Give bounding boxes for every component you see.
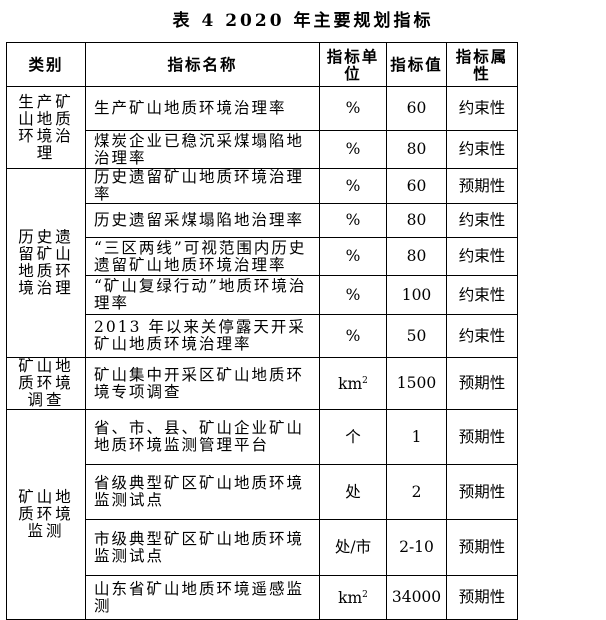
indicator-unit: % xyxy=(319,275,387,315)
header-name: 指标名称 xyxy=(85,42,320,87)
indicator-name: 生产矿山地质环境治理率 xyxy=(85,86,320,131)
indicator-unit: 个 xyxy=(319,409,387,465)
header-unit: 指标单位 xyxy=(319,42,387,87)
table-row: 历史遗留矿山地质环境治理 历史遗留矿山地质环境治理率% 60 预期性 xyxy=(6,168,518,358)
indicator-value: 1500 xyxy=(386,357,447,410)
indicator-name: “矿山复绿行动”地质环境治理率 xyxy=(85,275,320,315)
table-row: 矿山地质环境调查 矿山集中开采区矿山地质环境专项调查 km2 1500 预期性 xyxy=(6,357,518,410)
indicator-name: 市级典型矿区矿山地质环境监测试点 xyxy=(85,519,320,576)
indicator-attribute: 约束性 xyxy=(446,314,518,358)
category-cell: 生产矿山地质环境治理 xyxy=(6,86,86,169)
indicator-unit: % xyxy=(319,168,387,204)
indicator-attribute: 约束性 xyxy=(446,275,518,315)
indicator-value: 80 xyxy=(386,203,447,238)
indicator-value: 1 xyxy=(386,409,447,465)
table-row: 2013 年以来关停露天开采矿山地质环境治理率% 50 约束性 xyxy=(7,314,518,358)
table-row: 生产矿山地质环境治理 生产矿山地质环境治理率% 60 约束性 xyxy=(6,86,518,169)
category-cell: 矿山地质环境监测 xyxy=(6,409,86,620)
indicator-attribute: 约束性 xyxy=(446,237,518,276)
indicator-unit: km2 xyxy=(319,575,387,620)
header-category: 类别 xyxy=(6,42,86,87)
indicator-value: 34000 xyxy=(386,575,447,620)
planning-indicators-table: 类别 指标名称 指标单位 指标值 指标属性 生产矿山地质环境治理 生产矿山地质环境… xyxy=(6,42,518,620)
indicator-value: 50 xyxy=(386,314,447,358)
indicator-unit: % xyxy=(319,86,387,131)
table-row: 煤炭企业已稳沉采煤塌陷地治理率% 80 约束性 xyxy=(7,130,518,169)
table-row: “矿山复绿行动”地质环境治理率% 100 约束性 xyxy=(7,275,518,315)
category-cell: 矿山地质环境调查 xyxy=(6,357,86,410)
indicator-attribute: 预期性 xyxy=(446,409,518,465)
unit-superscript: 2 xyxy=(362,376,368,387)
indicator-unit: % xyxy=(319,203,387,238)
indicator-value: 80 xyxy=(386,130,447,169)
indicator-attribute: 预期性 xyxy=(446,519,518,576)
indicator-attribute: 预期性 xyxy=(446,168,518,204)
indicator-value: 2-10 xyxy=(386,519,447,576)
indicator-name: 历史遗留采煤塌陷地治理率 xyxy=(85,203,320,238)
indicator-unit: 处 xyxy=(319,464,387,520)
indicator-attribute: 预期性 xyxy=(446,357,518,410)
indicator-attribute: 约束性 xyxy=(446,203,518,238)
indicator-name: 省、市、县、矿山企业矿山地质环境监测管理平台 xyxy=(85,409,320,465)
indicator-name: 历史遗留矿山地质环境治理率 xyxy=(85,168,320,204)
header-value: 指标值 xyxy=(386,42,447,87)
table-row: 市级典型矿区矿山地质环境监测试点 处/市 2-10 预期性 xyxy=(7,519,518,576)
indicator-value: 60 xyxy=(386,168,447,204)
indicator-name: 山东省矿山地质环境遥感监测 xyxy=(85,575,320,620)
table-row: 省级典型矿区矿山地质环境监测试点处 2 预期性 xyxy=(7,464,518,520)
indicator-attribute: 约束性 xyxy=(446,130,518,169)
indicator-attribute: 预期性 xyxy=(446,575,518,620)
header-attr: 指标属性 xyxy=(446,42,518,87)
indicator-name: 2013 年以来关停露天开采矿山地质环境治理率 xyxy=(85,314,320,358)
unit-text: km xyxy=(338,589,363,608)
indicator-unit: % xyxy=(319,130,387,169)
indicator-unit: 处/市 xyxy=(319,519,387,576)
indicator-name: 省级典型矿区矿山地质环境监测试点 xyxy=(85,464,320,520)
unit-superscript: 2 xyxy=(362,590,368,601)
indicator-attribute: 约束性 xyxy=(446,86,518,131)
table-row: 历史遗留采煤塌陷地治理率% 80 约束性 xyxy=(7,203,518,238)
unit-text: km xyxy=(338,375,363,394)
indicator-attribute: 预期性 xyxy=(446,464,518,520)
indicator-name: “三区两线”可视范围内历史遗留矿山地质环境治理率 xyxy=(85,237,320,276)
indicator-name: 煤炭企业已稳沉采煤塌陷地治理率 xyxy=(85,130,320,169)
header-row: 类别 指标名称 指标单位 指标值 指标属性 xyxy=(6,42,518,87)
indicator-value: 80 xyxy=(386,237,447,276)
indicator-unit: % xyxy=(319,237,387,276)
table-row: 矿山地质环境监测 省、市、县、矿山企业矿山地质环境监测管理平台个 1 预期性 xyxy=(6,409,518,620)
indicator-unit: % xyxy=(319,314,387,358)
category-cell: 历史遗留矿山地质环境治理 xyxy=(6,168,86,358)
indicator-name: 矿山集中开采区矿山地质环境专项调查 xyxy=(85,357,320,410)
indicator-value: 60 xyxy=(386,86,447,131)
table-title: 表 4 2020 年主要规划指标 xyxy=(172,11,434,31)
indicator-unit: km2 xyxy=(319,357,387,410)
indicator-value: 100 xyxy=(386,275,447,315)
indicator-value: 2 xyxy=(386,464,447,520)
